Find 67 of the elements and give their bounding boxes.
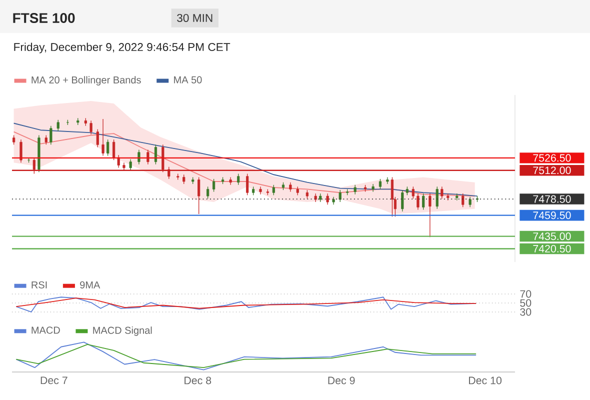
candlestick — [212, 178, 216, 192]
candlestick — [146, 149, 150, 165]
legend-label: MA 20 + Bollinger Bands — [32, 76, 141, 86]
candlestick — [436, 186, 438, 210]
legend-label: MACD Signal — [93, 326, 152, 336]
candlestick — [198, 176, 200, 214]
candlestick — [338, 190, 342, 202]
candlestick — [90, 120, 92, 135]
candlestick — [468, 196, 472, 208]
candlestick — [259, 186, 262, 195]
legend-label: MA 50 — [174, 76, 202, 84]
candlestick — [422, 193, 425, 210]
candlestick — [354, 184, 356, 195]
candlestick — [117, 154, 120, 168]
candlestick — [106, 139, 110, 156]
candlestick — [12, 134, 16, 145]
candlestick — [428, 193, 432, 238]
candlestick — [289, 182, 292, 192]
y-tick-label: 7526.50 — [533, 154, 571, 162]
candlestick — [372, 184, 374, 192]
legend-label: MACD — [32, 326, 60, 334]
candlestick — [237, 173, 240, 186]
candlestick — [182, 174, 186, 184]
candlestick — [32, 157, 36, 174]
candlestick — [168, 166, 170, 180]
candlestick — [378, 178, 382, 190]
candlestick — [326, 193, 329, 205]
y-tick-label: 50 — [520, 299, 532, 307]
candlestick — [272, 184, 275, 196]
candlestick — [416, 193, 420, 210]
x-tick-label: Dec 7 — [40, 376, 68, 384]
y-tick-label: 30 — [520, 308, 532, 316]
y-tick-label: 7512.00 — [533, 166, 571, 174]
candlestick — [386, 176, 389, 184]
candlestick — [440, 186, 444, 199]
candlestick — [462, 193, 464, 208]
candlestick — [56, 119, 60, 132]
candlestick — [162, 144, 164, 172]
candlestick — [229, 176, 232, 186]
y-tick-label: 7459.50 — [533, 212, 571, 220]
chart-title: FTSE 100 — [13, 13, 75, 23]
candlestick — [44, 134, 48, 145]
candlestick — [412, 186, 414, 199]
candlestick — [50, 125, 52, 145]
legend-label: RSI — [32, 281, 47, 288]
x-tick-label: Dec 10 — [469, 376, 502, 384]
y-tick-label: 70 — [520, 290, 532, 298]
candlestick — [138, 149, 140, 165]
candlestick — [401, 190, 404, 212]
candlestick — [129, 158, 132, 171]
candlestick — [154, 144, 158, 165]
candlestick — [96, 128, 99, 148]
candlestick — [246, 173, 249, 196]
text: Friday, December 9, 2022 9:46:54 PM CET — [14, 42, 230, 54]
candlestick — [390, 176, 394, 217]
y-tick-label: 7420.50 — [533, 244, 571, 252]
chart-subtitle: 30 MIN — [177, 14, 212, 22]
y-tick-label: 7435.00 — [533, 232, 571, 240]
candlestick — [102, 118, 104, 156]
legend-label: 9MA — [80, 281, 100, 288]
candlestick — [112, 139, 116, 160]
candlestick — [206, 186, 210, 199]
y-tick-label: 7478.50 — [533, 195, 571, 203]
line-series — [16, 298, 477, 309]
candlestick — [20, 139, 22, 163]
x-tick-label: Dec 9 — [328, 376, 355, 384]
x-tick-label: Dec 8 — [184, 376, 212, 384]
